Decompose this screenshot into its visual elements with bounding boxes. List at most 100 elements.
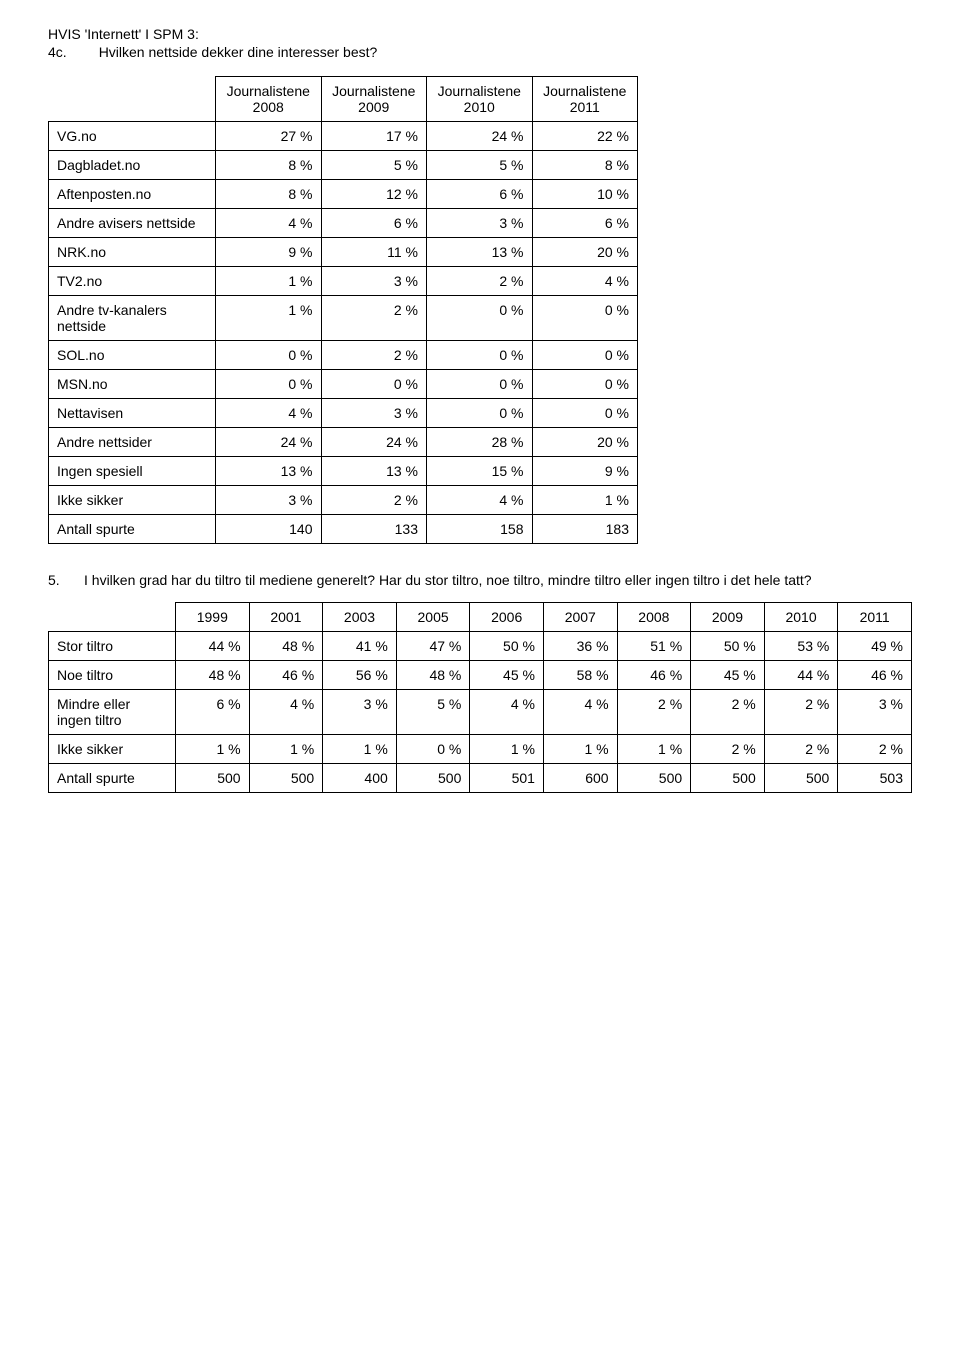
column-header: 2005 <box>396 603 470 632</box>
table-cell: 5 % <box>427 151 533 180</box>
table-row: Stor tiltro44 %48 %41 %47 %50 %36 %51 %5… <box>49 632 912 661</box>
table-cell: 501 <box>470 764 544 793</box>
table-cell: 13 % <box>321 457 427 486</box>
table-cell: 2 % <box>691 690 765 735</box>
table-cell: 2 % <box>321 296 427 341</box>
column-header: Journalistene2010 <box>427 77 533 122</box>
table-cell: 2 % <box>764 735 838 764</box>
table-cell: 6 % <box>176 690 250 735</box>
column-header: Journalistene2009 <box>321 77 427 122</box>
table-cell: 45 % <box>691 661 765 690</box>
table-cell: 20 % <box>532 428 638 457</box>
table-row: Andre nettsider24 %24 %28 %20 % <box>49 428 638 457</box>
table-cell: 3 % <box>321 267 427 296</box>
row-label: Antall spurte <box>49 764 176 793</box>
column-header: 2011 <box>838 603 912 632</box>
table-cell: 133 <box>321 515 427 544</box>
table-cell: 4 % <box>427 486 533 515</box>
table-cell: 0 % <box>532 341 638 370</box>
table-cell: 0 % <box>216 370 322 399</box>
table-row: Noe tiltro48 %46 %56 %48 %45 %58 %46 %45… <box>49 661 912 690</box>
table-cell: 53 % <box>764 632 838 661</box>
column-header: Journalistene2011 <box>532 77 638 122</box>
table-cell: 4 % <box>532 267 638 296</box>
table-row: Antall spurte500500400500501600500500500… <box>49 764 912 793</box>
table-row: Mindre eller ingen tiltro6 %4 %3 %5 %4 %… <box>49 690 912 735</box>
table-cell: 4 % <box>216 209 322 238</box>
table-cell: 20 % <box>532 238 638 267</box>
table-cell: 46 % <box>617 661 691 690</box>
table-cell: 500 <box>249 764 323 793</box>
table-cell: 0 % <box>427 370 533 399</box>
question-5-number: 5. <box>48 572 84 588</box>
table-row: Antall spurte140133158183 <box>49 515 638 544</box>
table-cell: 13 % <box>427 238 533 267</box>
row-label: Antall spurte <box>49 515 216 544</box>
table-cell: 500 <box>617 764 691 793</box>
table-cell: 5 % <box>321 151 427 180</box>
row-label: TV2.no <box>49 267 216 296</box>
table-cell: 500 <box>691 764 765 793</box>
table-cell: 2 % <box>838 735 912 764</box>
row-label: Ingen spesiell <box>49 457 216 486</box>
table-cell: 49 % <box>838 632 912 661</box>
table-row: Andre tv-kanalers nettside1 %2 %0 %0 % <box>49 296 638 341</box>
table-cell: 36 % <box>543 632 617 661</box>
row-label: Andre tv-kanalers nettside <box>49 296 216 341</box>
table-cell: 13 % <box>216 457 322 486</box>
table-row: VG.no27 %17 %24 %22 % <box>49 122 638 151</box>
table-cell: 44 % <box>764 661 838 690</box>
table-cell: 58 % <box>543 661 617 690</box>
row-label: Aftenposten.no <box>49 180 216 209</box>
row-label: Noe tiltro <box>49 661 176 690</box>
table-cell: 48 % <box>396 661 470 690</box>
column-header: 2008 <box>617 603 691 632</box>
table-row: Andre avisers nettside4 %6 %3 %6 % <box>49 209 638 238</box>
table-cell: 4 % <box>543 690 617 735</box>
table-row: MSN.no0 %0 %0 %0 % <box>49 370 638 399</box>
table-cell: 1 % <box>216 296 322 341</box>
question-5-header: 5. I hvilken grad har du tiltro til medi… <box>48 572 912 588</box>
table-row: Nettavisen4 %3 %0 %0 % <box>49 399 638 428</box>
column-header: 2009 <box>691 603 765 632</box>
table-cell: 0 % <box>216 341 322 370</box>
table-cell: 27 % <box>216 122 322 151</box>
column-header: Journalistene2008 <box>216 77 322 122</box>
table-cell: 183 <box>532 515 638 544</box>
table-cell: 158 <box>427 515 533 544</box>
table-cell: 17 % <box>321 122 427 151</box>
table-row: NRK.no9 %11 %13 %20 % <box>49 238 638 267</box>
table-cell: 1 % <box>216 267 322 296</box>
column-header: 1999 <box>176 603 250 632</box>
table-cell: 2 % <box>321 341 427 370</box>
table-cell: 2 % <box>691 735 765 764</box>
table-cell: 1 % <box>249 735 323 764</box>
table-row: Aftenposten.no8 %12 %6 %10 % <box>49 180 638 209</box>
table-cell: 1 % <box>617 735 691 764</box>
table-cell: 48 % <box>176 661 250 690</box>
row-label: NRK.no <box>49 238 216 267</box>
table-cell: 140 <box>216 515 322 544</box>
table-cell: 0 % <box>532 370 638 399</box>
table-cell: 50 % <box>470 632 544 661</box>
column-header: 2006 <box>470 603 544 632</box>
row-label: Ikke sikker <box>49 486 216 515</box>
row-label: Mindre eller ingen tiltro <box>49 690 176 735</box>
table-cell: 8 % <box>532 151 638 180</box>
row-label: Stor tiltro <box>49 632 176 661</box>
table-cell: 12 % <box>321 180 427 209</box>
table-cell: 15 % <box>427 457 533 486</box>
table-cell: 48 % <box>249 632 323 661</box>
row-label: Dagbladet.no <box>49 151 216 180</box>
table-cell: 3 % <box>838 690 912 735</box>
table-cell: 6 % <box>532 209 638 238</box>
table-cell: 24 % <box>321 428 427 457</box>
table-cell: 8 % <box>216 151 322 180</box>
table-cell: 400 <box>323 764 397 793</box>
table-cell: 6 % <box>321 209 427 238</box>
table-row: SOL.no0 %2 %0 %0 % <box>49 341 638 370</box>
table-cell: 3 % <box>427 209 533 238</box>
table-row: Ingen spesiell13 %13 %15 %9 % <box>49 457 638 486</box>
table-cell: 9 % <box>216 238 322 267</box>
column-header: 2003 <box>323 603 397 632</box>
